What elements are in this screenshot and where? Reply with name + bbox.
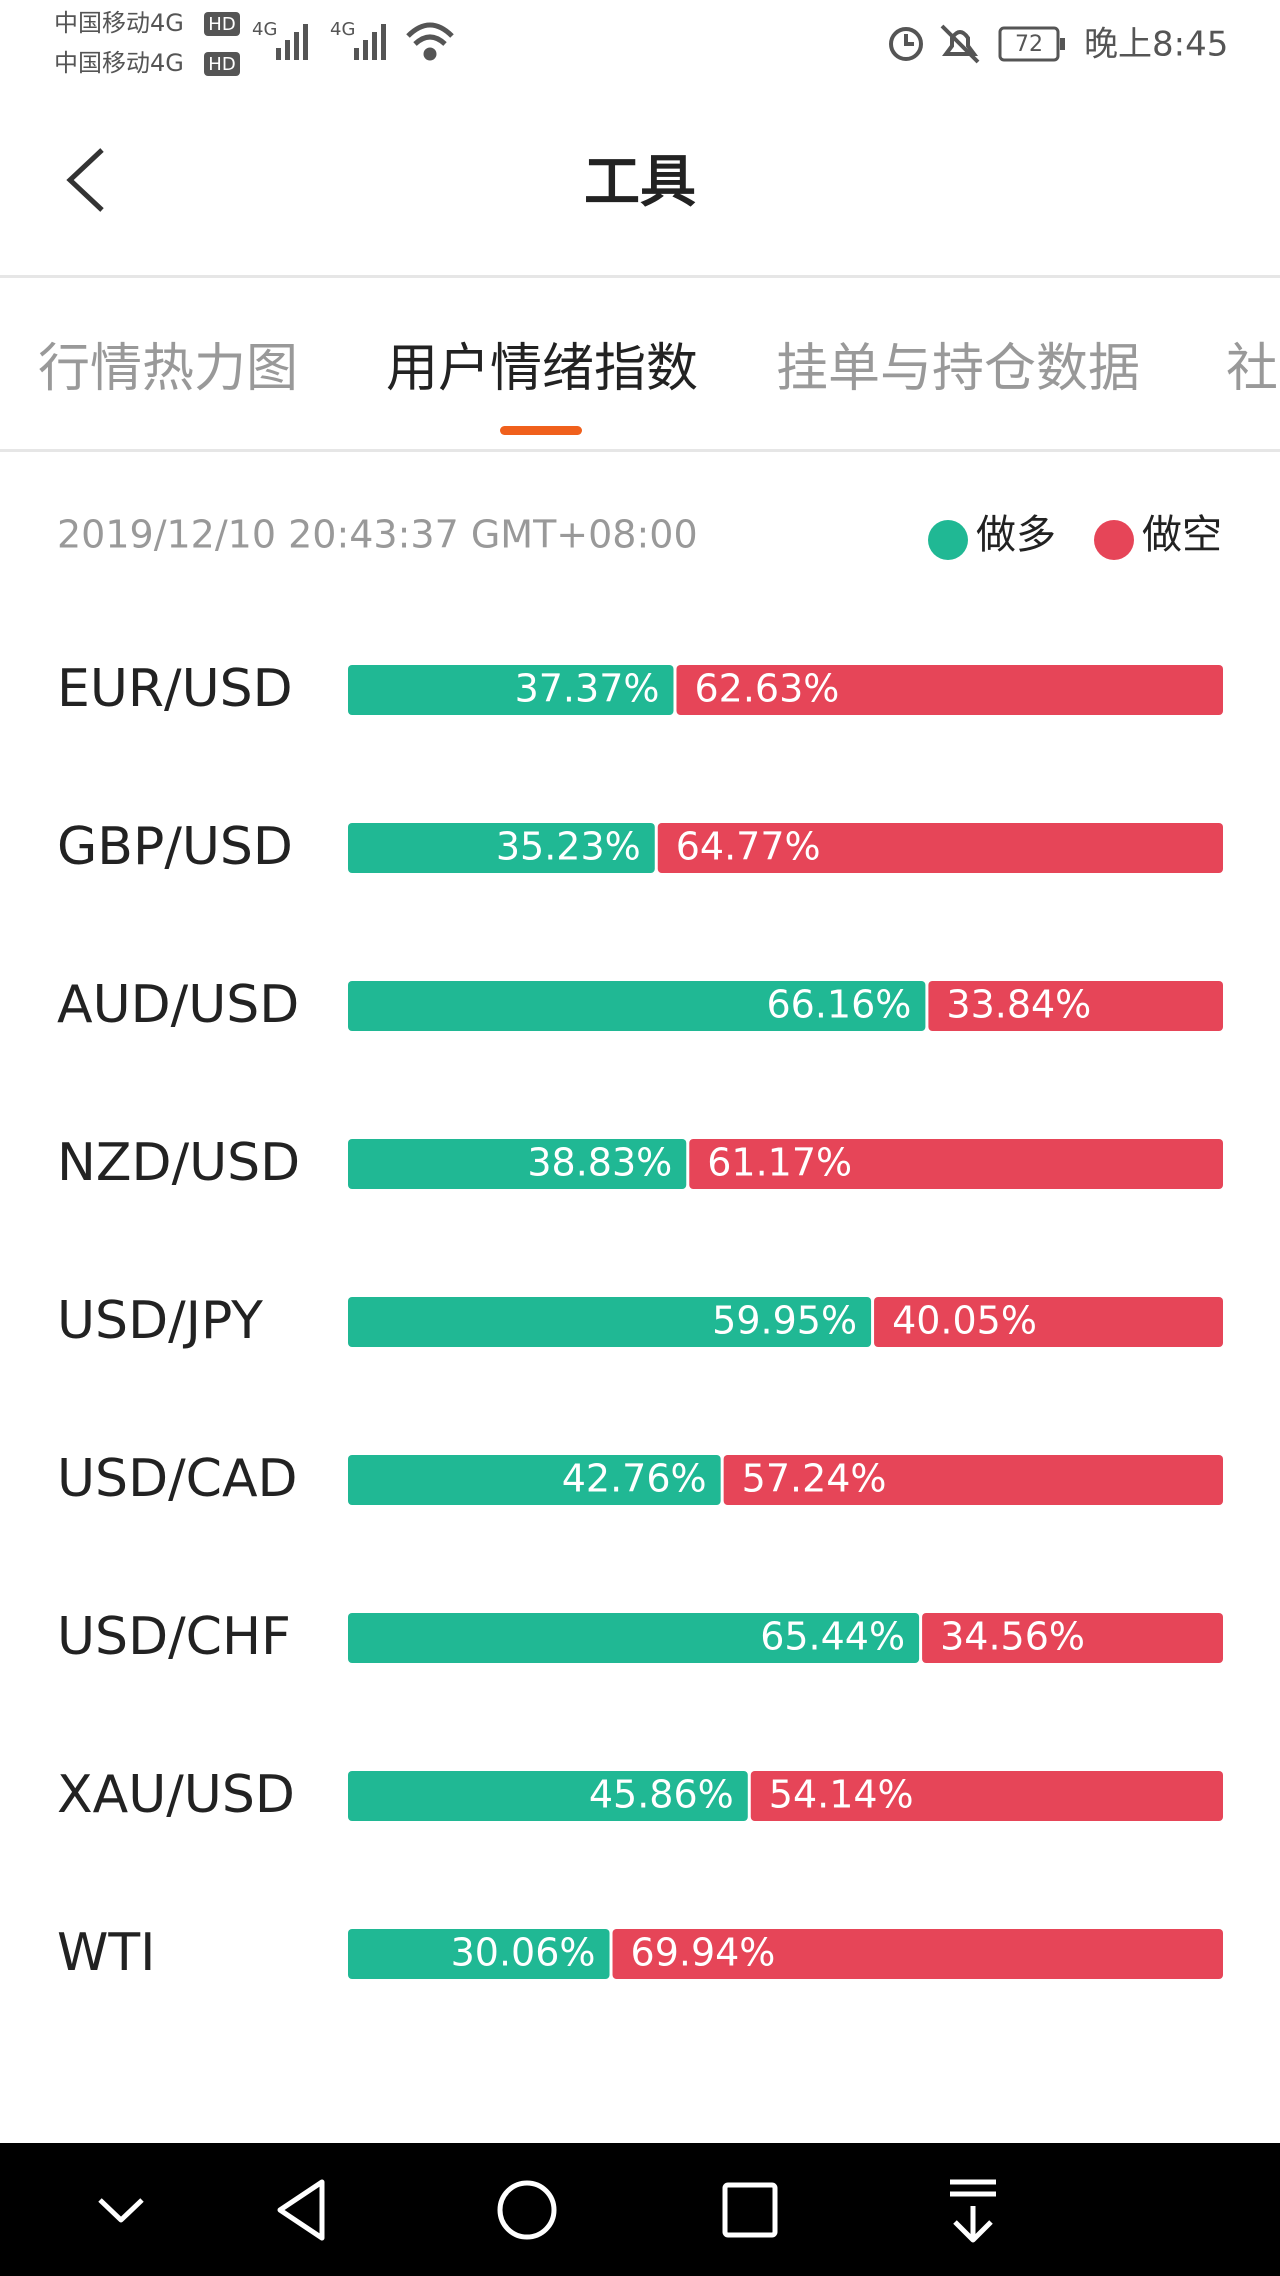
nav-bar [0, 2143, 1280, 2276]
value-label: 65.44% [760, 1615, 905, 1659]
signal-icon [276, 24, 308, 60]
network: 4G [330, 19, 355, 40]
pair-label: XAU/USD [57, 1765, 295, 1825]
bar-segment [348, 1139, 687, 1189]
value-label: 35.23% [496, 825, 641, 869]
bar-segment [922, 1613, 1223, 1663]
value-label: 66.16% [766, 983, 911, 1027]
hd-badge: HD [208, 54, 235, 75]
mute-icon [940, 24, 980, 64]
pair-label: NZD/USD [57, 1133, 300, 1193]
legend-swatch [928, 520, 968, 560]
value-label: 37.37% [515, 667, 660, 711]
tab-indicator [500, 426, 582, 435]
signal-icon [354, 24, 386, 60]
value-label: 42.76% [562, 1457, 707, 1501]
bar-segment [348, 1297, 872, 1347]
value-label: 54.14% [769, 1773, 914, 1817]
hd-badge-box [204, 52, 240, 76]
bar-segment [723, 1455, 1223, 1505]
divider [0, 275, 1280, 278]
nav-collapse[interactable] [98, 2198, 144, 2223]
value-label: 61.17% [707, 1141, 852, 1185]
tab[interactable]: 行情热力图 [38, 339, 298, 399]
nav-notifications[interactable] [950, 2179, 996, 2243]
battery-icon [998, 26, 1060, 62]
bar-segment [348, 1455, 721, 1505]
legend-label: 做多 [976, 512, 1056, 558]
pair-label: USD/CAD [57, 1449, 298, 1509]
bar-segment [689, 1139, 1223, 1189]
value-label: 69.94% [631, 1931, 776, 1975]
battery-level: 72 [1015, 32, 1043, 57]
clock: 晚上8:45 [1084, 25, 1228, 65]
bar-segment [348, 981, 926, 1031]
bar-segment [348, 665, 674, 715]
value-label: 34.56% [940, 1615, 1085, 1659]
pair-label: GBP/USD [57, 817, 293, 877]
pair-label: WTI [57, 1923, 156, 1983]
tab[interactable]: 挂单与持仓数据 [776, 339, 1140, 399]
divider [0, 449, 1280, 452]
tab[interactable]: 用户情绪指数 [386, 339, 698, 399]
legend-label: 做空 [1142, 512, 1222, 558]
value-label: 59.95% [712, 1299, 857, 1343]
pair-label: USD/CHF [57, 1607, 291, 1667]
sentiment-chart: 做空 做多 EUR/USD 37.37% 62.63% GBP/USD 35.23% 64.7… [57, 512, 1223, 1983]
bar-segment [874, 1297, 1223, 1347]
alarm-icon [889, 27, 923, 61]
wifi-icon [406, 22, 454, 61]
value-label: 45.86% [589, 1773, 734, 1817]
bar-segment [348, 1929, 610, 1979]
tab-bar: 行情热力图 用户情绪指数 挂单与持仓数据 社 [38, 339, 1278, 435]
pair-label: EUR/USD [57, 659, 293, 719]
bar-segment [348, 823, 655, 873]
bar-segment [676, 665, 1223, 715]
bar-segment [348, 1771, 748, 1821]
nav-recent[interactable] [722, 2182, 778, 2238]
value-label: 64.77% [676, 825, 821, 869]
value-label: 38.83% [527, 1141, 672, 1185]
pair-label: AUD/USD [57, 975, 299, 1035]
value-label: 30.06% [451, 1931, 596, 1975]
value-label: 57.24% [742, 1457, 887, 1501]
value-label: 40.05% [892, 1299, 1037, 1343]
bar-segment [612, 1929, 1223, 1979]
pair-label: USD/JPY [57, 1291, 263, 1351]
bar-segment [928, 981, 1223, 1031]
tab[interactable]: 社 [1226, 339, 1278, 399]
nav-home[interactable] [497, 2180, 557, 2240]
value-label: 33.84% [946, 983, 1091, 1027]
nav-back[interactable] [277, 2179, 325, 2241]
hd-badge-box [204, 12, 240, 36]
legend-swatch [1094, 520, 1134, 560]
back-button[interactable] [66, 148, 104, 212]
timestamp: 2019/12/10 20:43:37 GMT+08:00 [57, 513, 698, 557]
carrier: 中国移动4G [54, 49, 184, 77]
network: 4G [252, 19, 277, 40]
battery-tip [1060, 38, 1065, 50]
value-label: 62.63% [694, 667, 839, 711]
hd-badge: HD [208, 14, 235, 35]
carrier: 中国移动4G [54, 9, 184, 37]
status-bar: 中国移动4G HD 中国移动4G HD 4G 4G 72 晚上8:45 [54, 9, 1228, 77]
page-title: 工具 [584, 150, 696, 215]
bar-segment [348, 1613, 920, 1663]
bar-segment [750, 1771, 1223, 1821]
bar-segment [657, 823, 1223, 873]
